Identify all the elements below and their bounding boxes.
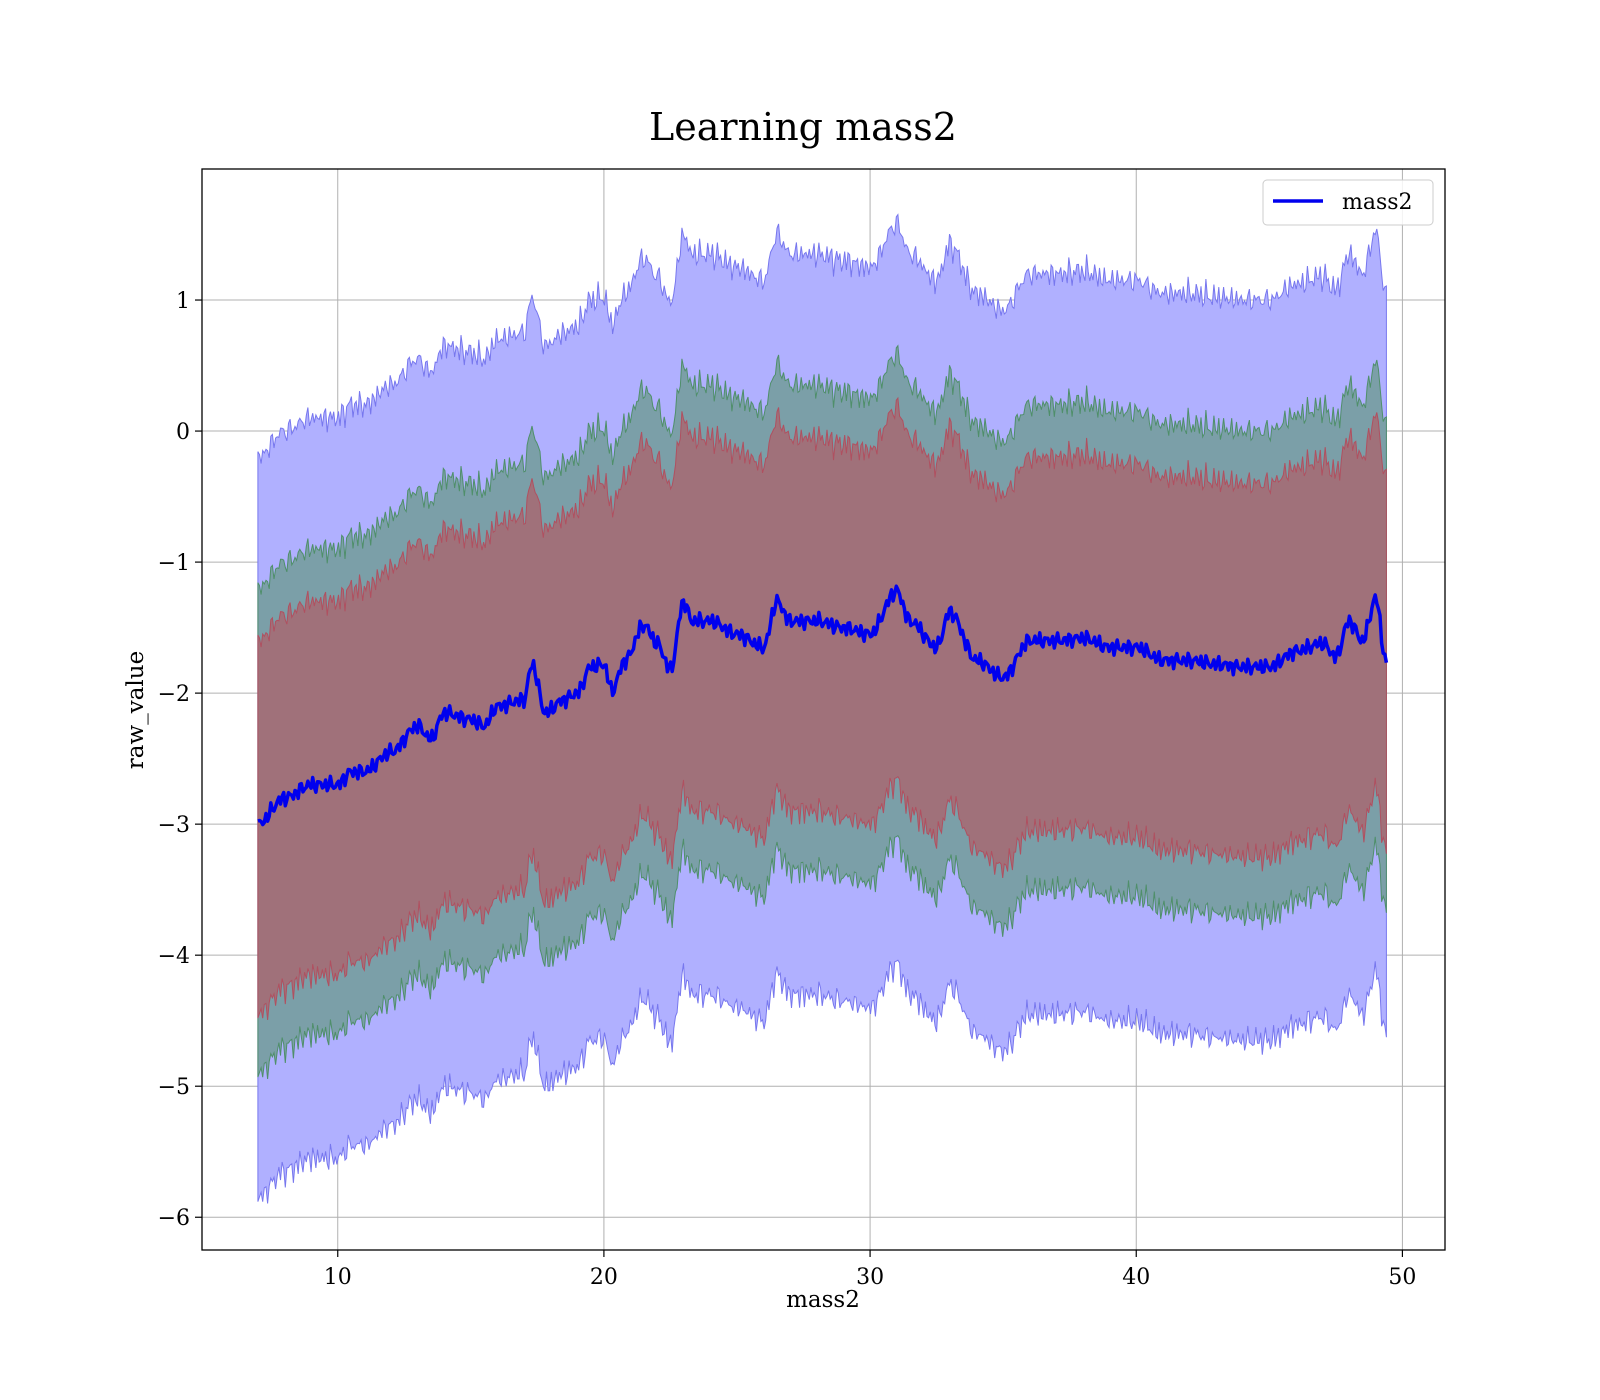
plot-area-frame <box>201 168 1446 1251</box>
y-tick-label-1: −5 <box>158 1075 190 1100</box>
y-tick-label-5: −1 <box>158 551 190 576</box>
x-tick-label-4: 50 <box>1388 1265 1416 1290</box>
legend: mass2 <box>1262 179 1434 226</box>
x-tick-label-2: 30 <box>856 1265 884 1290</box>
series-lines <box>257 584 1389 827</box>
chart-title: Learning mass2 <box>649 105 957 149</box>
y-tick-label-7: 1 <box>176 289 190 314</box>
legend-entry-mass2: mass2 <box>1342 190 1413 215</box>
uncertainty-bands <box>257 213 1387 1204</box>
x-tick-label-1: 20 <box>590 1265 618 1290</box>
y-tick-label-4: −2 <box>158 682 190 707</box>
x-axis-ticks: 10 20 30 40 50 <box>324 1250 1416 1290</box>
y-tick-label-0: −6 <box>158 1206 190 1231</box>
x-tick-label-0: 10 <box>324 1265 352 1290</box>
y-tick-label-2: −4 <box>158 944 190 969</box>
y-tick-label-6: 0 <box>176 420 190 445</box>
band-inner <box>257 396 1387 1021</box>
x-tick-label-3: 40 <box>1122 1265 1150 1290</box>
y-axis-label: raw_value <box>123 651 149 769</box>
series-line-mass2 <box>257 584 1389 827</box>
legend-box <box>1262 179 1434 226</box>
x-axis-label: mass2 <box>786 1287 860 1313</box>
y-tick-label-3: −3 <box>158 813 190 838</box>
y-axis-ticks: −6 −5 −4 −3 −2 −1 0 1 <box>158 289 202 1231</box>
